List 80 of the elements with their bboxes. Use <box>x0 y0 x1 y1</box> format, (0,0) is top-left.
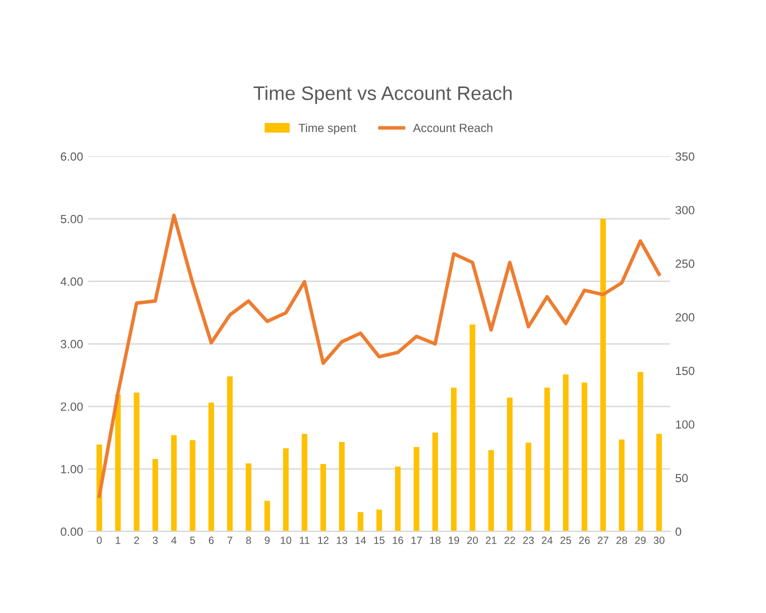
bar <box>618 440 625 532</box>
bar <box>544 388 550 532</box>
bar <box>506 398 513 532</box>
x-tick-label: 20 <box>467 536 478 544</box>
bar <box>115 394 121 532</box>
x-tick-label: 13 <box>336 536 348 544</box>
x-tick-label: 1 <box>116 536 120 544</box>
x-tick-label: 6 <box>208 536 214 544</box>
x-tick-label: 26 <box>579 536 590 544</box>
y2-tick-label: 250 <box>676 260 694 268</box>
line-series <box>98 214 661 498</box>
y-tick-label: 2.00 <box>60 402 83 411</box>
bar <box>376 510 382 532</box>
x-tick-label: 30 <box>654 536 664 544</box>
bar <box>582 382 588 532</box>
y2-tick-label: 300 <box>676 206 694 214</box>
y-tick-label: 4.00 <box>60 277 83 286</box>
x-tick-label: 5 <box>190 536 196 544</box>
legend-label: Time spent <box>298 123 356 134</box>
x-tick-label: 9 <box>264 536 270 544</box>
x-tick-label: 24 <box>542 536 553 544</box>
y-tick-label: 3.00 <box>60 340 83 348</box>
x-tick-label: 18 <box>430 536 440 544</box>
x-tick-label: 29 <box>635 536 646 544</box>
y2-tick-label: 200 <box>676 313 694 322</box>
y2-tick-label: 50 <box>676 474 688 482</box>
y2-tick-label: 150 <box>676 366 694 376</box>
bar <box>171 435 177 532</box>
x-tick-label: 21 <box>486 536 496 544</box>
x-tick-label: 0 <box>96 536 102 544</box>
x-tick-label: 4 <box>171 536 177 544</box>
x-tick-label: 14 <box>356 536 366 544</box>
bar <box>451 388 457 532</box>
bar <box>562 374 569 532</box>
bar <box>414 447 420 532</box>
x-tick-label: 10 <box>280 536 292 544</box>
x-tick-label: 17 <box>411 536 422 544</box>
x-tick-label: 19 <box>448 536 460 544</box>
x-tick-label: 12 <box>318 536 328 544</box>
bar <box>152 458 158 532</box>
x-tick-label: 15 <box>374 536 385 544</box>
x-tick-label: 28 <box>616 536 628 544</box>
bar <box>190 440 196 532</box>
x-tick-label: 16 <box>392 536 404 544</box>
y2-tick-label: 350 <box>676 152 694 161</box>
legend-label: Account Reach <box>413 123 492 132</box>
x-tick-label: 25 <box>560 536 572 544</box>
bar <box>526 442 532 532</box>
x-tick-label: 7 <box>228 536 232 544</box>
bar <box>339 442 345 532</box>
y-tick-label: 0.00 <box>60 528 83 536</box>
bar <box>432 432 438 532</box>
x-tick-label: 11 <box>300 536 310 544</box>
bar <box>488 450 494 532</box>
y2-tick-label: 100 <box>676 420 694 429</box>
bar <box>302 434 308 532</box>
x-tick-label: 3 <box>152 536 158 544</box>
bar <box>264 500 270 532</box>
bar <box>246 463 252 532</box>
y2-tick-label: 0 <box>676 528 682 536</box>
x-tick-label: 2 <box>134 536 139 544</box>
y-tick-label: 1.00 <box>61 464 83 474</box>
bar <box>283 448 289 532</box>
y-tick-label: 5.00 <box>60 214 83 224</box>
y-tick-label: 6.00 <box>60 152 83 161</box>
x-tick-label: 27 <box>598 536 608 544</box>
x-tick-label: 22 <box>504 536 516 544</box>
chart-title: Time Spent vs Account Reach <box>254 86 512 104</box>
bar <box>358 512 364 532</box>
bar <box>395 466 401 532</box>
x-tick-label: 23 <box>523 536 534 544</box>
bar <box>208 402 214 532</box>
bar <box>656 434 662 532</box>
bar <box>320 464 326 532</box>
bar <box>600 218 606 532</box>
x-tick-label: 8 <box>246 536 251 544</box>
bar <box>470 324 476 532</box>
bar <box>134 392 140 532</box>
bar <box>227 376 233 532</box>
bar <box>638 372 644 532</box>
